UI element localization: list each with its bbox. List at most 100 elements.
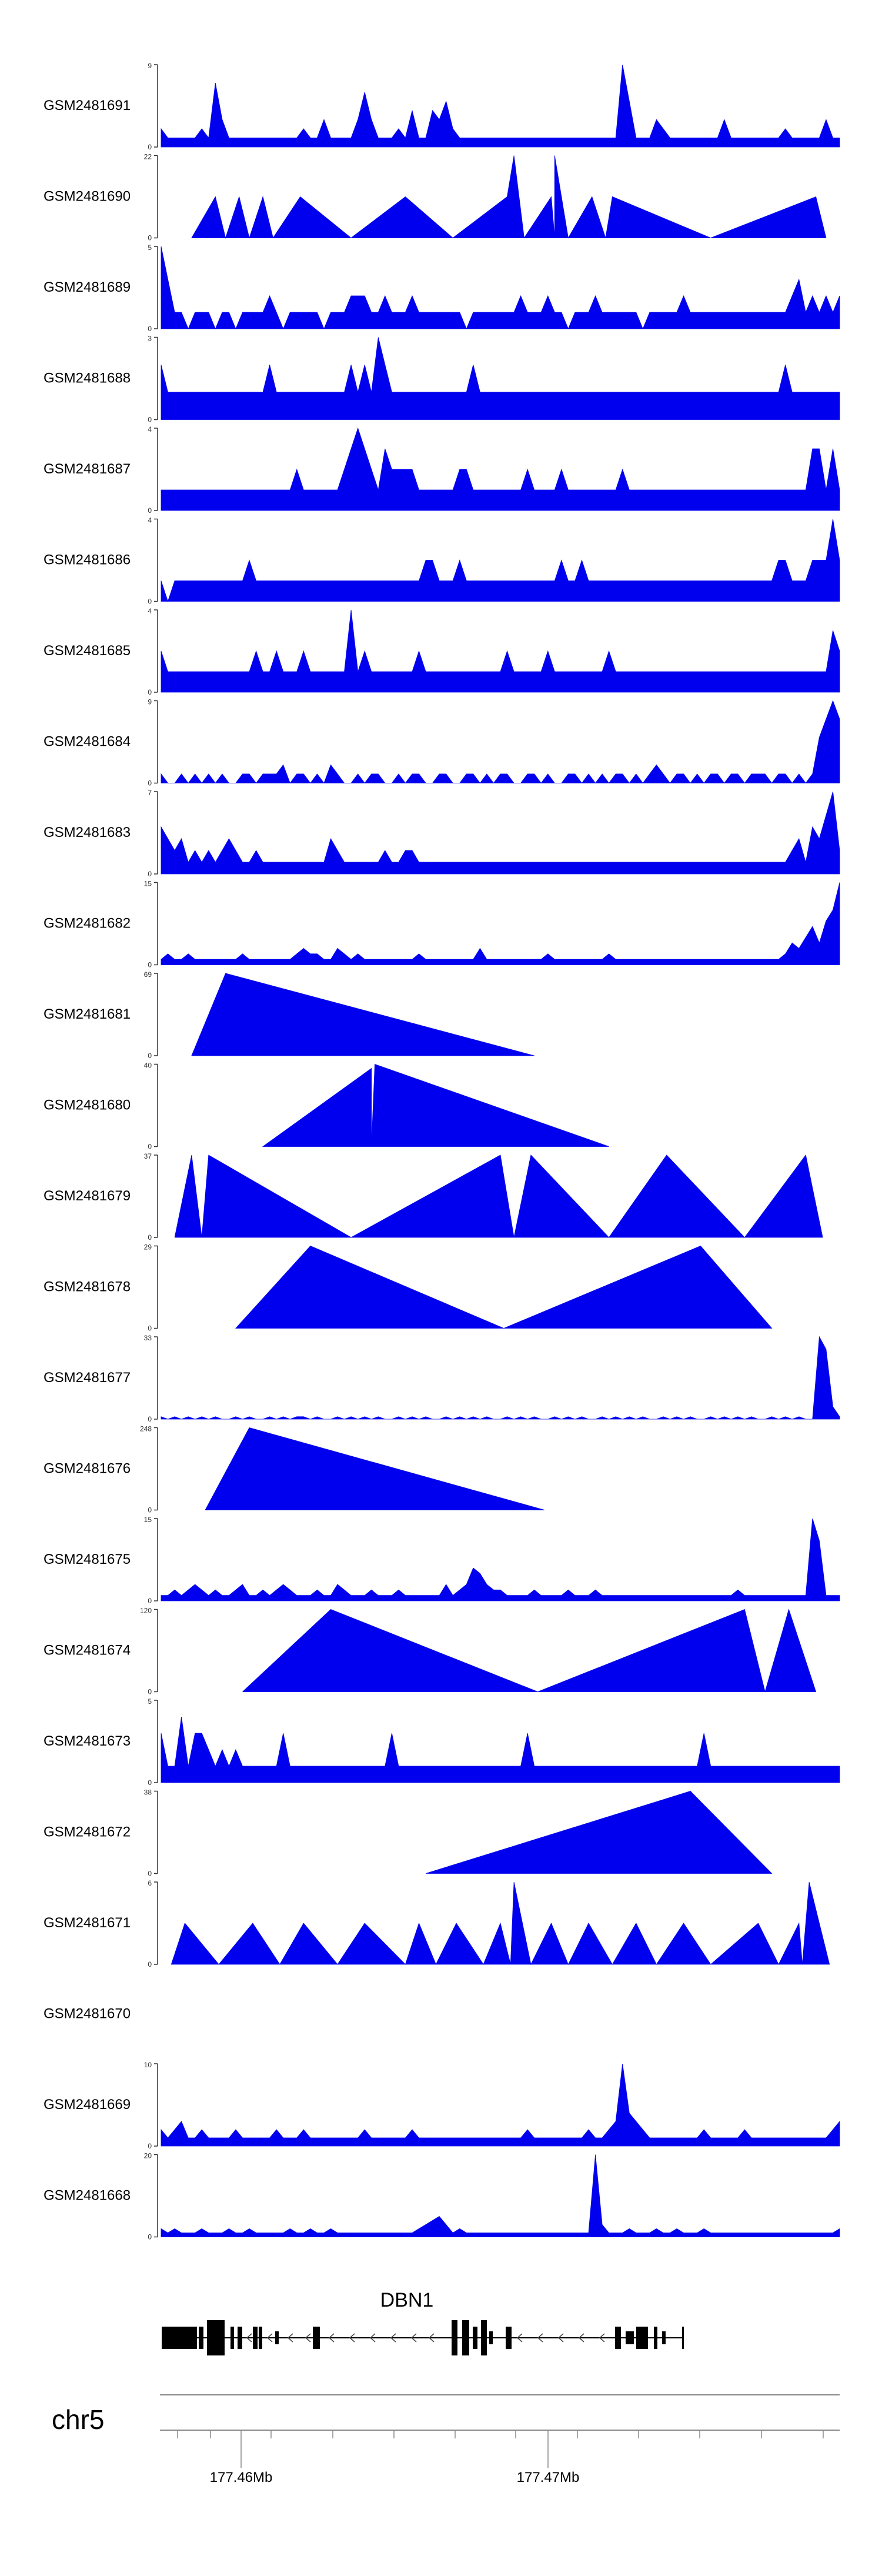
track-GSM2481691: GSM2481691 9 0 bbox=[44, 62, 840, 151]
y-tick-label: 0 bbox=[148, 1415, 152, 1423]
gene-exon bbox=[626, 2331, 634, 2344]
y-tick-label: 38 bbox=[144, 1788, 152, 1797]
gene-exon bbox=[313, 2327, 320, 2349]
track-label: GSM2481668 bbox=[44, 2188, 131, 2204]
y-tick-label: 40 bbox=[144, 1062, 152, 1070]
track-GSM2481683: GSM2481683 7 0 bbox=[44, 789, 840, 878]
gene-model-panel: DBN1 bbox=[162, 2289, 684, 2355]
y-tick-label: 0 bbox=[148, 325, 152, 333]
y-tick-label: 9 bbox=[148, 698, 152, 706]
track-GSM2481672: GSM2481672 38 0 bbox=[44, 1788, 773, 1878]
y-tick-label: 0 bbox=[148, 1597, 152, 1605]
y-tick-label: 5 bbox=[148, 243, 152, 252]
track-GSM2481679: GSM2481679 37 0 bbox=[44, 1152, 823, 1242]
track-GSM2481686: GSM2481686 4 0 bbox=[44, 516, 840, 606]
y-tick-label: 22 bbox=[144, 153, 152, 161]
track-label: GSM2481680 bbox=[44, 1097, 131, 1113]
y-tick-label: 0 bbox=[148, 1960, 152, 1968]
track-label: GSM2481679 bbox=[44, 1188, 131, 1204]
coverage-area bbox=[161, 1518, 840, 1601]
track-label: GSM2481691 bbox=[44, 98, 131, 114]
y-tick-label: 10 bbox=[144, 2061, 152, 2069]
y-tick-label: 20 bbox=[144, 2152, 152, 2160]
chromosome-label: chr5 bbox=[52, 2404, 104, 2435]
track-GSM2481669: GSM2481669 10 0 bbox=[44, 2061, 840, 2150]
coverage-area bbox=[161, 2063, 840, 2147]
y-tick-label: 29 bbox=[144, 1243, 152, 1252]
gene-name-label: DBN1 bbox=[380, 2289, 434, 2311]
coverage-area bbox=[161, 519, 840, 602]
y-tick-label: 0 bbox=[148, 688, 152, 696]
coverage-area bbox=[161, 882, 840, 965]
track-label: GSM2481673 bbox=[44, 1733, 131, 1749]
gene-exon bbox=[207, 2320, 225, 2355]
coverage-area bbox=[161, 64, 840, 148]
gene-exon bbox=[636, 2327, 648, 2349]
track-GSM2481687: GSM2481687 4 0 bbox=[44, 425, 840, 515]
genome-tick-label: 177.47Mb bbox=[517, 2470, 580, 2485]
y-tick-label: 6 bbox=[148, 1879, 152, 1887]
track-GSM2481676: GSM2481676 248 0 bbox=[44, 1425, 545, 1514]
track-label: GSM2481690 bbox=[44, 189, 131, 205]
track-label: GSM2481671 bbox=[44, 1915, 131, 1931]
coverage-area bbox=[161, 1336, 840, 1420]
y-tick-label: 0 bbox=[148, 870, 152, 878]
strand-arrow bbox=[516, 2333, 523, 2343]
gene-exon bbox=[481, 2320, 487, 2355]
y-tick-label: 4 bbox=[148, 516, 152, 525]
coverage-area bbox=[161, 791, 840, 875]
coverage-area bbox=[205, 1427, 545, 1510]
y-tick-label: 0 bbox=[148, 1143, 152, 1151]
track-label: GSM2481684 bbox=[44, 734, 131, 750]
strand-arrow bbox=[390, 2333, 396, 2343]
strand-arrow bbox=[287, 2333, 293, 2343]
y-tick-label: 248 bbox=[140, 1425, 152, 1433]
y-tick-label: 120 bbox=[140, 1607, 152, 1615]
genome-axis-ticks bbox=[177, 2430, 824, 2468]
track-label: GSM2481670 bbox=[44, 2006, 131, 2022]
gene-exon bbox=[259, 2327, 262, 2349]
track-GSM2481673: GSM2481673 5 0 bbox=[44, 1697, 840, 1787]
y-tick-label: 9 bbox=[148, 62, 152, 70]
y-tick-label: 0 bbox=[148, 506, 152, 515]
track-label: GSM2481672 bbox=[44, 1824, 131, 1840]
gene-exon bbox=[615, 2327, 621, 2349]
track-label: GSM2481675 bbox=[44, 1551, 131, 1567]
y-tick-label: 0 bbox=[148, 598, 152, 606]
gene-exon bbox=[506, 2327, 512, 2349]
gene-exon bbox=[199, 2327, 203, 2349]
coverage-area bbox=[262, 1063, 609, 1147]
track-label: GSM2481685 bbox=[44, 643, 131, 659]
track-GSM2481668: GSM2481668 20 0 bbox=[44, 2152, 840, 2241]
coverage-area bbox=[174, 1154, 823, 1238]
y-tick-label: 0 bbox=[148, 2142, 152, 2150]
coverage-area bbox=[161, 2154, 840, 2237]
track-label: GSM2481681 bbox=[44, 1006, 131, 1022]
track-label: GSM2481686 bbox=[44, 552, 131, 568]
track-GSM2481675: GSM2481675 15 0 bbox=[44, 1516, 840, 1605]
y-tick-label: 0 bbox=[148, 143, 152, 151]
strand-arrow bbox=[246, 2333, 252, 2343]
track-GSM2481680: GSM2481680 40 0 bbox=[44, 1062, 609, 1151]
track-label: GSM2481682 bbox=[44, 916, 131, 932]
y-tick-label: 7 bbox=[148, 789, 152, 797]
gene-model bbox=[162, 2320, 684, 2355]
track-GSM2481685: GSM2481685 4 0 bbox=[44, 607, 840, 696]
y-tick-label: 4 bbox=[148, 607, 152, 615]
gene-exon bbox=[162, 2327, 197, 2349]
coverage-area bbox=[161, 700, 840, 784]
gene-exon bbox=[489, 2331, 493, 2344]
coverage-area bbox=[171, 1881, 830, 1966]
y-tick-label: 0 bbox=[148, 1688, 152, 1696]
strand-arrow bbox=[349, 2333, 355, 2343]
coverage-area bbox=[161, 609, 840, 693]
track-GSM2481677: GSM2481677 33 0 bbox=[44, 1334, 840, 1423]
track-label: GSM2481687 bbox=[44, 461, 131, 477]
strand-arrow bbox=[410, 2333, 417, 2343]
strand-arrow bbox=[369, 2333, 376, 2343]
coverage-area bbox=[235, 1246, 773, 1329]
y-tick-label: 33 bbox=[144, 1334, 152, 1342]
track-label: GSM2481678 bbox=[44, 1279, 131, 1295]
gene-exon bbox=[473, 2327, 477, 2349]
